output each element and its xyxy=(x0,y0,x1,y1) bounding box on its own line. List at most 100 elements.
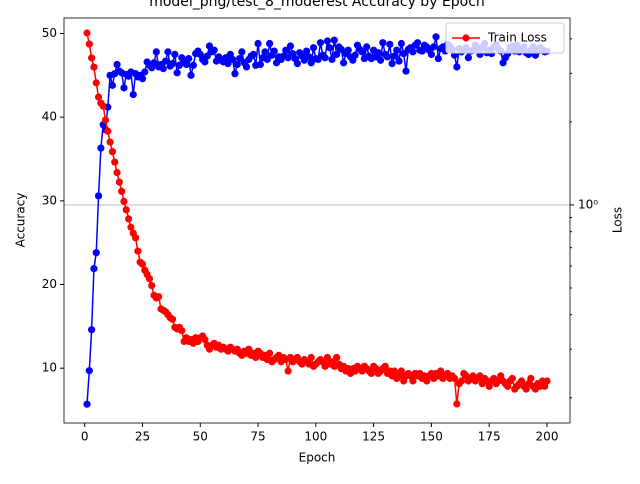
data-point xyxy=(284,367,292,375)
data-point xyxy=(161,57,170,65)
data-point xyxy=(101,116,110,124)
data-point xyxy=(282,46,290,54)
data-point xyxy=(150,59,158,67)
data-point xyxy=(88,54,96,62)
data-point xyxy=(307,353,315,362)
data-point xyxy=(113,168,121,177)
data-point xyxy=(88,326,96,334)
data-point xyxy=(453,400,461,408)
data-point xyxy=(152,48,160,56)
data-point xyxy=(210,46,218,54)
data-point xyxy=(286,42,295,50)
plot-frame xyxy=(63,17,571,424)
data-point xyxy=(397,367,405,375)
data-point xyxy=(111,158,119,166)
data-point xyxy=(266,349,274,357)
x-tick-label: 25 xyxy=(135,430,150,444)
data-point xyxy=(309,44,318,52)
data-point xyxy=(138,260,147,268)
data-point xyxy=(245,345,253,353)
data-point xyxy=(379,39,387,47)
data-point xyxy=(326,44,334,52)
y2-tick-label: 10⁰ xyxy=(578,197,598,211)
y2-axis-label: Loss xyxy=(611,207,625,233)
data-point xyxy=(339,59,348,67)
data-point xyxy=(173,69,181,77)
data-point xyxy=(238,48,246,56)
data-point xyxy=(323,353,332,362)
data-point xyxy=(367,369,375,378)
y-axis-label: Accuracy xyxy=(14,193,28,248)
data-point xyxy=(201,335,209,344)
data-point xyxy=(83,400,91,408)
data-point xyxy=(92,79,100,87)
data-point xyxy=(83,29,91,37)
data-point xyxy=(229,55,237,64)
data-point xyxy=(323,37,332,45)
data-point xyxy=(171,50,179,58)
data-point xyxy=(316,39,325,47)
data-point xyxy=(97,144,105,152)
data-point xyxy=(450,374,459,383)
data-point xyxy=(418,47,426,55)
data-point xyxy=(231,70,239,78)
x-tick-label: 125 xyxy=(362,430,385,444)
data-point xyxy=(395,57,403,65)
series-line xyxy=(86,32,548,404)
x-tick-label: 50 xyxy=(193,430,208,444)
data-point xyxy=(409,48,417,56)
data-point xyxy=(393,46,401,54)
data-point xyxy=(270,47,278,55)
data-point xyxy=(90,63,98,71)
x-tick-label: 100 xyxy=(304,430,327,444)
data-point xyxy=(148,282,156,290)
y-tick-label: 20 xyxy=(42,277,57,291)
data-point xyxy=(333,353,341,362)
data-point xyxy=(122,206,130,214)
data-point xyxy=(201,58,209,66)
data-point xyxy=(321,54,329,62)
legend-label: Train Loss xyxy=(487,31,547,45)
x-tick-label: 0 xyxy=(81,430,89,444)
data-point xyxy=(235,54,244,63)
data-point xyxy=(386,40,394,48)
data-point xyxy=(138,75,147,83)
data-point xyxy=(457,377,466,385)
data-point xyxy=(134,247,142,255)
data-point xyxy=(430,43,438,51)
data-point xyxy=(164,48,172,56)
data-point xyxy=(141,68,149,76)
data-point xyxy=(159,65,167,73)
data-point xyxy=(363,43,371,51)
data-point xyxy=(427,50,436,58)
data-point xyxy=(437,367,445,375)
data-point xyxy=(168,60,177,68)
data-point xyxy=(333,50,341,58)
data-point xyxy=(464,54,473,62)
x-tick-label: 175 xyxy=(478,430,501,444)
data-point xyxy=(99,102,107,110)
data-point xyxy=(115,178,123,186)
data-point xyxy=(224,60,232,68)
data-point xyxy=(118,187,126,195)
data-point xyxy=(90,265,98,273)
data-point xyxy=(263,55,271,64)
legend-marker xyxy=(462,34,470,42)
data-point xyxy=(328,55,336,64)
data-point xyxy=(85,367,93,375)
data-point xyxy=(113,60,121,69)
y-tick-label: 50 xyxy=(42,26,57,40)
data-point xyxy=(252,353,260,362)
data-point xyxy=(305,53,313,61)
data-point xyxy=(409,377,417,385)
data-point xyxy=(125,215,133,223)
data-point xyxy=(543,377,551,385)
data-point xyxy=(351,51,359,59)
data-point xyxy=(233,60,241,69)
series-line xyxy=(86,36,548,405)
data-point xyxy=(337,45,345,53)
data-point xyxy=(108,148,117,156)
data-point xyxy=(284,54,292,62)
data-point xyxy=(106,138,114,146)
